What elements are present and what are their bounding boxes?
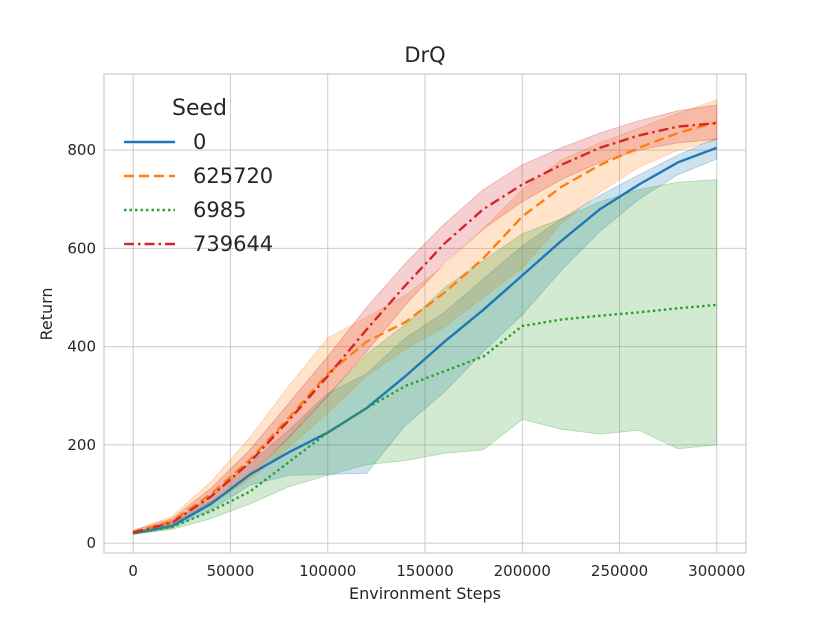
confidence-band-0: [132, 137, 718, 535]
y-tick-label: 400: [67, 338, 96, 356]
grid: [104, 74, 746, 553]
legend-label-739644: 739644: [193, 232, 273, 256]
x-tick-label: 200000: [494, 562, 551, 580]
series-line-625720: [132, 120, 718, 534]
x-tick-label: 250000: [591, 562, 648, 580]
series-lines: [132, 120, 718, 535]
y-axis-label: Return: [37, 287, 56, 340]
y-tick-label: 600: [67, 239, 96, 257]
y-ticks: 0 200 400 600 800: [67, 141, 96, 552]
legend-label-6985: 6985: [193, 198, 246, 222]
series-line-739644: [132, 121, 717, 534]
x-tick-label: 50000: [207, 562, 255, 580]
legend-label-0: 0: [193, 130, 206, 154]
x-tick-label: 100000: [299, 562, 356, 580]
y-tick-label: 0: [86, 534, 96, 552]
x-tick-label: 300000: [688, 562, 745, 580]
plot-frame: [103, 73, 747, 554]
x-axis-label: Environment Steps: [349, 584, 501, 603]
confidence-band-6985: [132, 179, 718, 535]
series-line-0: [132, 146, 718, 535]
legend-title: Seed: [172, 96, 227, 121]
x-ticks: 0 50000 100000 150000 200000 250000 300000: [128, 562, 745, 580]
legend-label-625720: 625720: [193, 164, 273, 188]
y-tick-label: 200: [67, 436, 96, 454]
confidence-band-625720: [132, 99, 718, 535]
y-tick-label: 800: [67, 141, 96, 159]
legend: Seed 0 625720 6985 739644: [124, 96, 273, 256]
x-tick-label: 150000: [396, 562, 453, 580]
chart-title: DrQ: [404, 43, 445, 67]
x-tick-label: 0: [128, 562, 138, 580]
